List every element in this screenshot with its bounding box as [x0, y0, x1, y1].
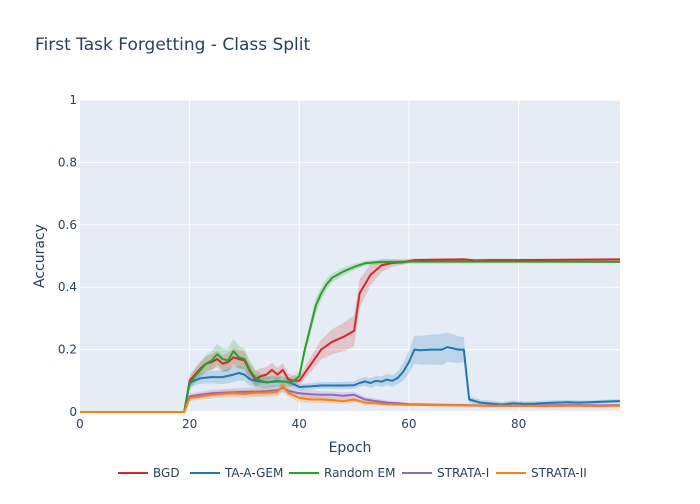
legend-label: STRATA-II — [531, 466, 587, 480]
y-tick-label: 1 — [69, 93, 77, 107]
y-axis-label: Accuracy — [32, 224, 48, 288]
y-tick-label: 0.8 — [58, 155, 77, 169]
y-axis-ticks: 0 0.2 0.4 0.6 0.8 1 — [58, 93, 77, 419]
band-strata-ii — [184, 381, 620, 412]
legend-label: Random EM — [324, 466, 395, 480]
x-axis-label: Epoch — [329, 440, 372, 456]
series-line-bgd — [80, 258, 621, 413]
y-tick-label: 0.6 — [58, 218, 77, 232]
legend-label: TA-A-GEM — [224, 466, 283, 480]
series-line-random-em — [80, 260, 621, 413]
series-line-ta-a-gem — [80, 346, 621, 413]
x-tick-label: 0 — [76, 417, 84, 431]
series-line-strata-ii — [80, 385, 621, 413]
x-axis-ticks: 0 20 40 60 80 — [76, 417, 526, 431]
plot-background — [80, 100, 620, 412]
x-tick-label: 40 — [292, 417, 307, 431]
x-tick-label: 20 — [182, 417, 197, 431]
legend-label: BGD — [153, 466, 180, 480]
y-tick-label: 0.2 — [58, 343, 77, 357]
series-lines — [80, 258, 621, 413]
legend-label: STRATA-I — [437, 466, 489, 480]
x-tick-label: 60 — [401, 417, 416, 431]
x-tick-label: 80 — [511, 417, 526, 431]
y-tick-label: 0 — [69, 405, 77, 419]
y-tick-label: 0.4 — [58, 280, 77, 294]
band-strata-i — [184, 383, 620, 412]
legend: BGD TA-A-GEM Random EM STRATA-I STRATA-II — [118, 466, 587, 480]
chart-title: First Task Forgetting - Class Split — [35, 35, 311, 55]
grid-lines — [80, 99, 620, 412]
